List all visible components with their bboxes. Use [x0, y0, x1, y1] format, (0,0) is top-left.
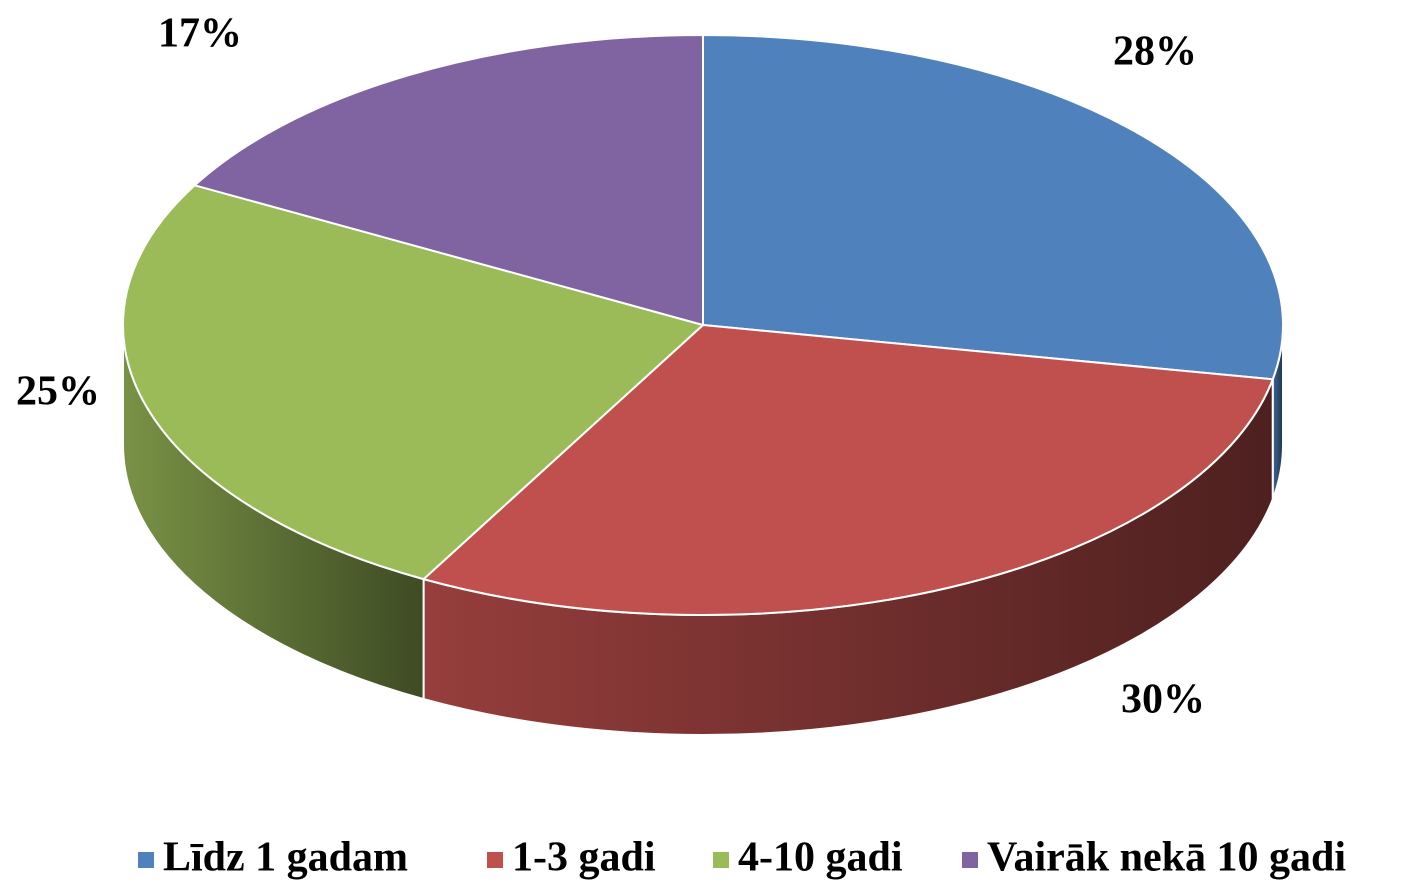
legend-label: 1-3 gadi	[512, 835, 656, 881]
data-label: 25%	[16, 369, 100, 415]
pie-slice	[122, 184, 706, 581]
data-label: 17%	[158, 11, 242, 57]
legend-swatch	[138, 852, 154, 868]
pie-slice	[702, 33, 1284, 381]
data-label: 28%	[1113, 29, 1197, 75]
legend-label: Vairāk nekā 10 gadi	[987, 835, 1346, 881]
legend-swatch	[487, 852, 503, 868]
legend-label: Līdz 1 gadam	[163, 835, 408, 881]
data-label: 30%	[1121, 677, 1205, 723]
pie-slice	[192, 33, 704, 327]
legend-label: 4-10 gadi	[738, 835, 903, 881]
legend-swatch	[713, 852, 729, 868]
legend-swatch	[962, 852, 978, 868]
pie-slice	[421, 323, 1275, 616]
